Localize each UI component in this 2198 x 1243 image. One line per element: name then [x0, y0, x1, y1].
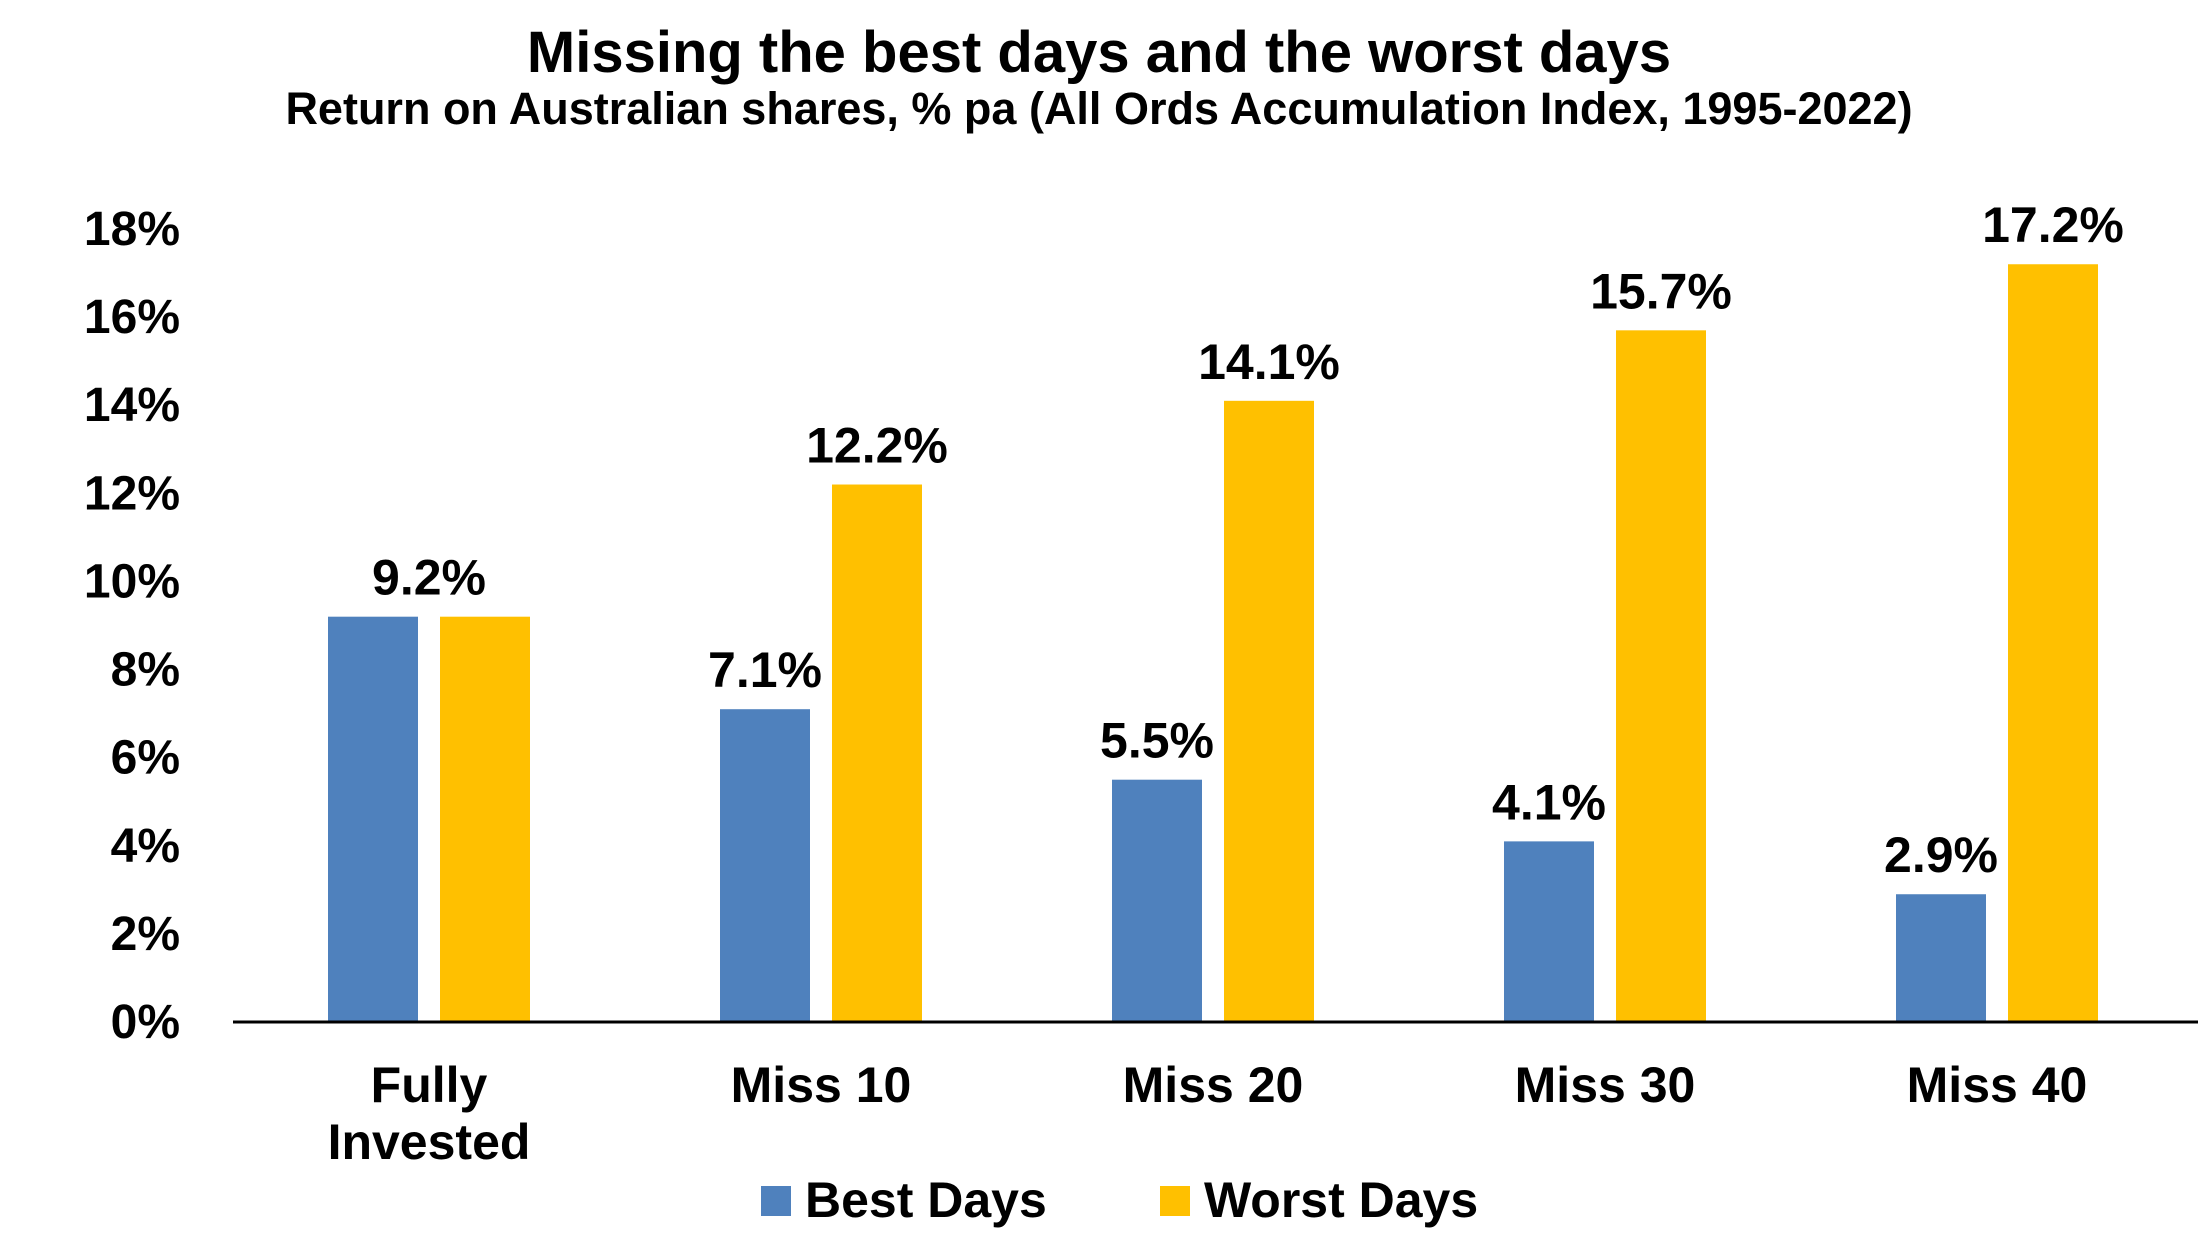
legend-label: Best Days [805, 1172, 1047, 1228]
bar [1896, 894, 1986, 1022]
y-tick-label: 16% [84, 291, 180, 344]
x-tick-label: Miss 40 [1907, 1057, 2088, 1113]
bar [2008, 264, 2098, 1022]
y-tick-label: 0% [111, 996, 180, 1049]
bar [1616, 330, 1706, 1023]
y-tick-label: 4% [111, 820, 180, 873]
y-axis: 0% 2% 4% 6% 8% 10% 12% 14% 16% 18% [84, 203, 180, 1049]
x-tick-label: Miss 30 [1515, 1057, 1696, 1113]
chart-subtitle: Return on Australian shares, % pa (All O… [285, 83, 1912, 134]
x-tick-label: Miss 20 [1123, 1057, 1304, 1113]
x-tick-label-line: Miss 30 [1515, 1057, 1696, 1113]
bar [720, 709, 810, 1022]
legend-label: Worst Days [1204, 1172, 1478, 1228]
data-label: 14.1% [1198, 334, 1340, 390]
y-tick-label: 14% [84, 379, 180, 432]
x-tick-label-line: Miss 20 [1123, 1057, 1304, 1113]
legend-swatch [761, 1186, 791, 1216]
bar [440, 616, 530, 1022]
data-label: 15.7% [1590, 263, 1732, 319]
x-tick-label: Fully Invested [328, 1057, 531, 1170]
data-label: 4.1% [1492, 774, 1606, 830]
data-label: 2.9% [1884, 827, 1998, 883]
bar [1112, 779, 1202, 1022]
legend-swatch [1160, 1186, 1190, 1216]
y-tick-label: 18% [84, 203, 180, 256]
y-tick-label: 10% [84, 555, 180, 608]
data-label: 12.2% [806, 418, 948, 474]
y-tick-label: 2% [111, 908, 180, 961]
bar [832, 484, 922, 1022]
data-label: 17.2% [1982, 197, 2124, 253]
bar [1504, 841, 1594, 1022]
data-label: 5.5% [1100, 713, 1214, 769]
x-axis: Fully Invested Miss 10 Miss 20 Miss 30 Miss 4… [233, 1020, 2198, 1170]
x-tick-label: Miss 10 [731, 1057, 912, 1113]
data-label: 9.2% [372, 550, 486, 606]
chart-title: Missing the best days and the worst days [527, 20, 1671, 85]
data-label: 7.1% [708, 642, 822, 698]
y-tick-label: 12% [84, 467, 180, 520]
bar [328, 616, 418, 1022]
bar [1224, 400, 1314, 1023]
plot-area: 9.2% 7.1% 12.2% 5.5% 14.1% 4.1% 15.7% 2.9% 17.2% [328, 197, 2124, 1023]
legend: Best Days Worst Days [761, 1172, 1478, 1228]
x-tick-label-line: Invested [328, 1114, 531, 1170]
x-tick-label-line: Miss 40 [1907, 1057, 2088, 1113]
x-tick-label-line: Miss 10 [731, 1057, 912, 1113]
y-tick-label: 6% [111, 732, 180, 785]
x-tick-label-line: Fully [371, 1057, 488, 1113]
y-tick-label: 8% [111, 644, 180, 697]
